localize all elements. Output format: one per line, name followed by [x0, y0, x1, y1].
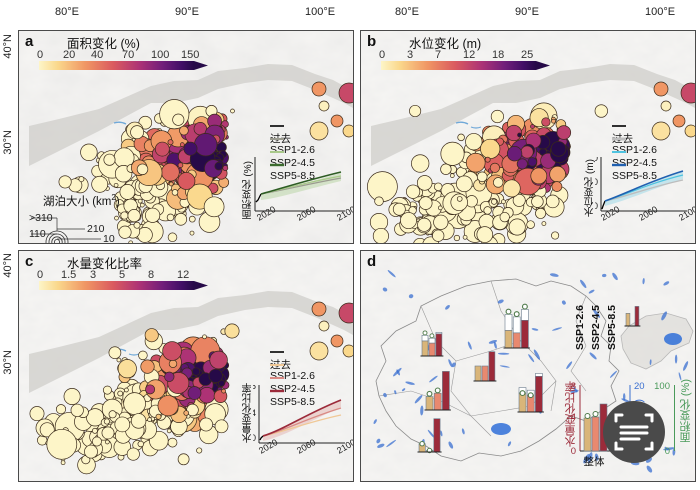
svg-text:>310: >310 — [29, 212, 53, 224]
svg-text:2060: 2060 — [637, 204, 659, 223]
svg-text:100: 100 — [654, 381, 670, 392]
svg-text:2100: 2100 — [677, 204, 695, 223]
svg-text:10: 10 — [103, 233, 115, 243]
svg-text:2100: 2100 — [335, 204, 353, 223]
svg-text:0: 0 — [571, 446, 576, 457]
svg-text:110: 110 — [29, 228, 46, 240]
svg-text:20: 20 — [634, 381, 645, 392]
svg-text:2020: 2020 — [255, 204, 277, 223]
svg-text:2060: 2060 — [295, 437, 317, 456]
svg-text:2100: 2100 — [335, 437, 353, 456]
svg-text:2060: 2060 — [295, 204, 317, 223]
